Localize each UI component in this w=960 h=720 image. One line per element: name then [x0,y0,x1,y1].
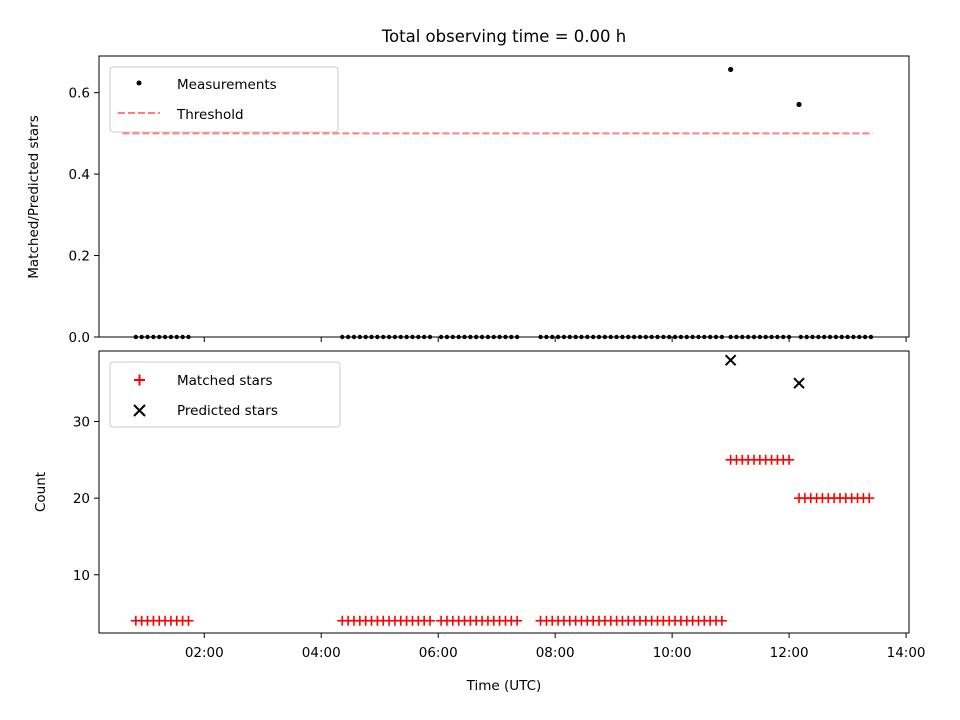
bottom-marks [130,354,875,626]
plot-frame-bottom [98,350,910,634]
legend-marker-matched [134,374,145,386]
panel-ratio: 0.0 0.2 0.4 0.6 Matched/Predicted stars Mea… [26,55,910,346]
x-tick-label: 14:00 [887,645,926,661]
measurement-point [796,101,802,108]
y-tick-label-bottom: 30 [73,415,90,431]
plot-frame-top [98,55,910,338]
top-marks [122,66,874,340]
predicted-star-point [724,354,737,366]
legend-bottom: Matched stars Predicted stars [109,361,341,428]
legend-label-threshold: Threshold [176,107,244,123]
y-tick-label-top: 0.4 [69,167,90,183]
matched-star-point [425,615,436,626]
matched-star-point [183,615,194,626]
legend-label-predicted: Predicted stars [177,403,278,419]
x-tick-label: 12:00 [770,645,809,661]
matched-star-point [864,493,875,504]
matched-star-point [512,615,523,626]
y-axis-label-bottom: Count [33,472,49,512]
predicted-star-point [793,377,805,389]
y-tick-label-top: 0.2 [69,249,90,265]
x-tick-label: 06:00 [419,645,458,661]
legend-frame-top [109,66,339,133]
legend-frame-bottom [109,361,341,428]
x-tick-label: 08:00 [536,645,575,661]
predicted-star-d2 [793,377,805,389]
bottom-axes: 10 20 30 02:00 04:00 06:00 08:00 10:00 12:00 14:0… [73,415,926,662]
top-axes: 0.0 0.2 0.4 0.6 [69,86,907,346]
legend-marker-predicted [133,404,146,417]
matched-star-point [784,454,795,465]
x-tick-label: 02:00 [185,645,224,661]
matched-star-point [716,615,727,626]
y-axis-label-top: Matched/Predicted stars [26,115,42,278]
y-tick-label-bottom: 20 [73,491,90,507]
legend-top: Measurements Threshold [109,66,339,133]
chart-title: Total observing time = 0.00 h [381,27,626,46]
legend-label-measurements: Measurements [177,77,277,93]
x-tick-label: 10:00 [653,645,692,661]
y-tick-label-top: 0.0 [69,330,90,346]
y-tick-label-top: 0.6 [69,86,90,102]
y-tick-label-bottom: 10 [73,568,90,584]
x-axis-label: Time (UTC) [466,678,542,694]
panel-counts: 10 20 30 02:00 04:00 06:00 08:00 10:00 12:00 14:0… [33,350,926,694]
x-tick-label: 04:00 [302,645,341,661]
legend-label-matched: Matched stars [177,373,273,389]
measurement-point [728,66,734,73]
legend-marker-measurements [136,80,142,86]
predicted-star-d2 [724,354,737,366]
